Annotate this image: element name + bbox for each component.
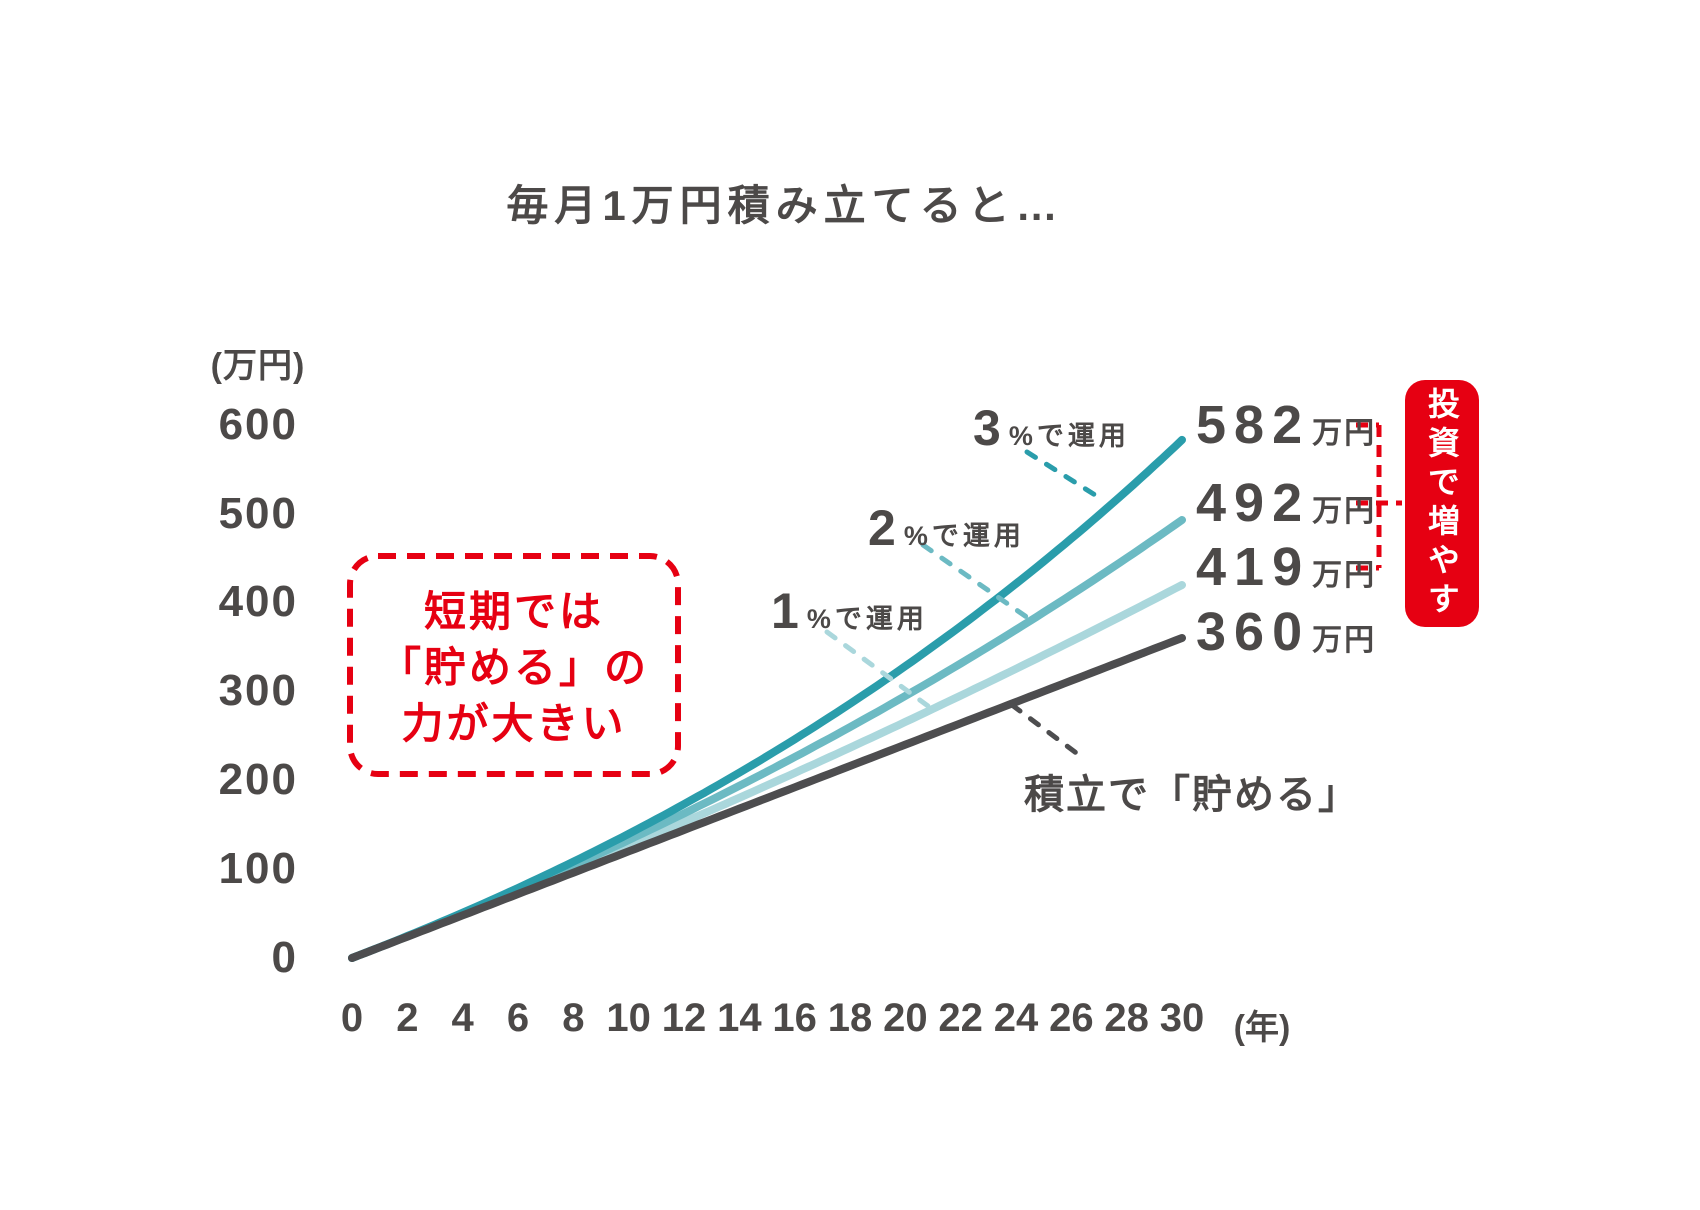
y-tick-label: 600 bbox=[218, 399, 298, 449]
series-rate-number: 3 bbox=[973, 400, 1001, 456]
x-tick-label: 10 bbox=[606, 996, 651, 1040]
x-axis-unit: (年) bbox=[1233, 1009, 1291, 1047]
x-tick-label: 2 bbox=[396, 996, 419, 1040]
series-rate-suffix: %で運用 bbox=[903, 521, 1025, 551]
x-tick-label: 16 bbox=[772, 996, 817, 1040]
x-tick-label: 14 bbox=[717, 996, 762, 1040]
leader-save bbox=[1009, 702, 1086, 761]
x-tick-label: 22 bbox=[938, 996, 983, 1040]
invest-gain-bracket bbox=[1356, 422, 1402, 571]
final-value-number: 360 bbox=[1196, 602, 1311, 662]
series-label-run1: 1 %で運用 bbox=[771, 582, 928, 640]
final-value-run1: 419 万円 bbox=[1196, 538, 1376, 596]
callout-line: 力が大きい bbox=[401, 700, 627, 747]
series-rate-number: 1 bbox=[771, 583, 799, 639]
leader-run1 bbox=[824, 629, 931, 709]
final-value-save: 360 万円 bbox=[1196, 603, 1376, 661]
x-tick-label: 28 bbox=[1104, 996, 1149, 1040]
x-tick-label: 20 bbox=[883, 996, 928, 1040]
final-value-number: 492 bbox=[1196, 473, 1311, 533]
savings-line-label: 積立で「貯める」 bbox=[1024, 773, 1360, 817]
series-rate-suffix: %で運用 bbox=[1008, 421, 1130, 451]
short-term-callout-text: 短期では「貯める」の 力が大きい bbox=[350, 584, 678, 752]
series-rate-number: 2 bbox=[868, 500, 896, 556]
leader-run2 bbox=[920, 542, 1031, 621]
series-label-run2: 2 %で運用 bbox=[868, 499, 1025, 557]
x-tick-label: 26 bbox=[1049, 996, 1094, 1040]
final-value-number: 419 bbox=[1196, 537, 1311, 597]
y-tick-label: 100 bbox=[218, 844, 298, 894]
x-tick-label: 8 bbox=[562, 996, 585, 1040]
x-tick-label: 12 bbox=[661, 996, 707, 1040]
final-value-unit: 万円 bbox=[1312, 559, 1377, 592]
final-value-unit: 万円 bbox=[1312, 417, 1377, 450]
y-tick-label: 300 bbox=[218, 666, 298, 716]
final-value-run3: 582 万円 bbox=[1196, 396, 1376, 454]
series-rate-suffix: %で運用 bbox=[806, 604, 928, 634]
final-value-unit: 万円 bbox=[1312, 495, 1377, 528]
final-value-number: 582 bbox=[1196, 395, 1311, 455]
callout-line: 短期では bbox=[423, 588, 604, 635]
y-tick-label: 400 bbox=[218, 577, 298, 627]
y-tick-label: 200 bbox=[218, 755, 298, 805]
invest-badge: 投資で増やす bbox=[1405, 380, 1479, 627]
chart-title: 毎月1万円積み立てると… bbox=[506, 182, 1064, 229]
curve-save bbox=[348, 634, 1186, 962]
x-tick-label: 0 bbox=[340, 996, 364, 1040]
x-tick-label: 24 bbox=[993, 996, 1039, 1040]
x-tick-label: 6 bbox=[506, 996, 530, 1040]
leader-run3 bbox=[1024, 449, 1106, 503]
y-tick-label: 500 bbox=[218, 488, 298, 538]
callout-line: 「貯める」の bbox=[378, 644, 649, 691]
x-tick-label: 18 bbox=[827, 996, 873, 1040]
final-value-run2: 492 万円 bbox=[1196, 474, 1376, 532]
invest-badge-label: 投資で増やす bbox=[1424, 386, 1460, 621]
series-label-run3: 3 %で運用 bbox=[973, 399, 1130, 457]
x-tick-label: 4 bbox=[451, 996, 474, 1040]
x-tick-label: 30 bbox=[1159, 996, 1205, 1040]
y-axis-unit: (万円) bbox=[210, 347, 306, 385]
final-value-unit: 万円 bbox=[1312, 624, 1377, 657]
y-tick-label: 0 bbox=[271, 933, 298, 982]
